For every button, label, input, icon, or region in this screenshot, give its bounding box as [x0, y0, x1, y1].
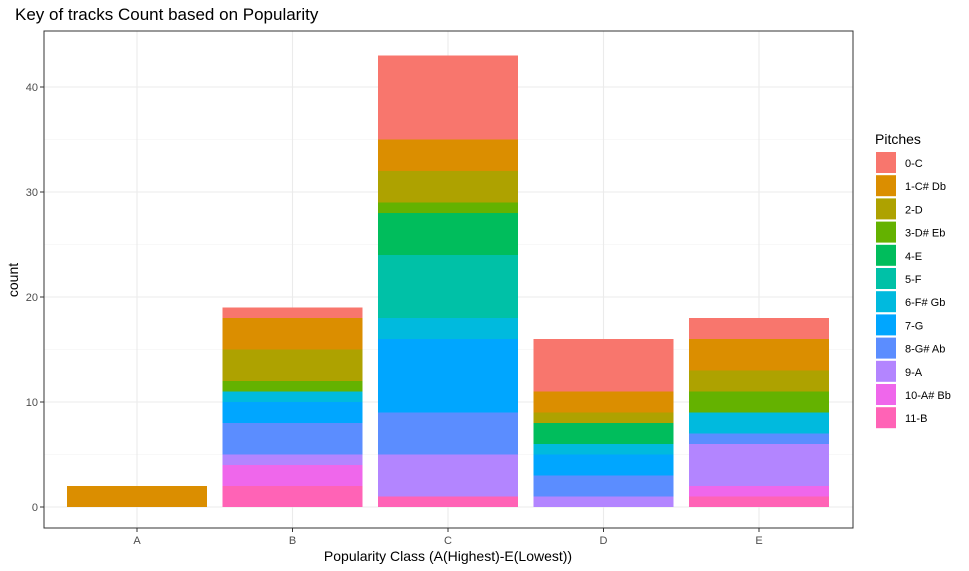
bar-segment: [222, 381, 363, 392]
legend-swatch: [876, 291, 896, 313]
x-axis-title: Popularity Class (A(Highest)-E(Lowest)): [324, 548, 572, 564]
bar-segment: [533, 423, 674, 444]
legend-label: 4-E: [905, 251, 922, 263]
bar-segment: [222, 318, 363, 350]
x-tick-label: E: [755, 535, 762, 547]
bar-segment: [378, 339, 518, 413]
bar-segment: [67, 486, 207, 507]
chart-title: Key of tracks Count based on Popularity: [15, 5, 319, 24]
legend-swatch: [876, 221, 896, 243]
y-tick-label: 10: [26, 397, 38, 409]
legend-swatch: [876, 314, 896, 336]
y-tick-label: 30: [26, 187, 38, 199]
legend-label: 11-B: [905, 413, 927, 425]
legend-label: 10-A# Bb: [905, 390, 951, 402]
y-tick-label: 0: [32, 502, 38, 514]
bar-segment: [378, 412, 518, 455]
legend-swatch: [876, 360, 896, 382]
bar-segment: [689, 433, 829, 444]
legend-label: 9-A: [905, 367, 923, 379]
legend-label: 6-F# Gb: [905, 297, 945, 309]
x-axis-ticks: A B C D E: [133, 528, 763, 547]
bar-segment: [689, 318, 829, 339]
bar-segment: [533, 339, 674, 392]
bar-segment: [222, 349, 363, 381]
bars: [67, 55, 829, 507]
bar-segment: [689, 444, 829, 486]
bar-segment: [689, 391, 829, 413]
bar-segment: [689, 412, 829, 434]
bar-segment: [689, 486, 829, 497]
y-tick-label: 40: [26, 82, 38, 94]
bar-segment: [378, 318, 518, 339]
bar-segment: [222, 454, 363, 465]
legend-swatch: [876, 175, 896, 197]
bar-segment: [222, 391, 363, 402]
bar-segment: [689, 339, 829, 371]
legend-label: 8-G# Ab: [905, 344, 945, 356]
legend-swatch: [876, 268, 896, 289]
legend-swatch: [876, 337, 896, 359]
bar-segment: [378, 139, 518, 171]
bar-segment: [378, 171, 518, 203]
bar-segment: [378, 213, 518, 255]
bar-segment: [689, 370, 829, 392]
legend: Pitches 0-C 1-C# Db 2-D 3-D# Eb 4-E 5-F 6-F# G…: [875, 131, 951, 429]
bar-segment: [378, 55, 518, 140]
bar-segment: [378, 255, 518, 318]
legend-label: 3-D# Eb: [905, 228, 945, 240]
bar-segment: [378, 454, 518, 497]
bar-segment: [378, 496, 518, 507]
y-axis-ticks: 0 10 20 30 40: [26, 82, 44, 514]
bar-segment: [222, 402, 363, 423]
legend-label: 0-C: [905, 158, 923, 170]
bar-segment: [222, 307, 363, 318]
legend-swatch: [876, 244, 896, 266]
bar-segment: [222, 486, 363, 507]
x-tick-label: D: [600, 535, 608, 547]
legend-label: 7-G: [905, 320, 923, 332]
legend-swatch: [876, 198, 896, 220]
bar-segment: [533, 391, 674, 413]
bar-segment: [222, 423, 363, 455]
y-axis-title: count: [5, 263, 21, 297]
legend-label: 2-D: [905, 204, 923, 216]
bar-segment: [222, 465, 363, 486]
legend-label: 1-C# Db: [905, 181, 946, 193]
legend-swatch: [876, 384, 896, 405]
bar-segment: [533, 454, 674, 476]
x-tick-label: C: [444, 535, 452, 547]
legend-label: 5-F: [905, 274, 922, 286]
y-tick-label: 20: [26, 292, 38, 304]
legend-title: Pitches: [875, 131, 921, 147]
x-tick-label: A: [133, 535, 141, 547]
bar-segment: [533, 475, 674, 497]
bar-segment: [533, 412, 674, 423]
legend-swatch: [876, 407, 896, 429]
x-tick-label: B: [289, 535, 296, 547]
bar-segment: [689, 496, 829, 507]
bar-segment: [533, 496, 674, 507]
bar-segment: [378, 202, 518, 213]
legend-swatch: [876, 152, 896, 173]
bar-segment: [533, 444, 674, 455]
